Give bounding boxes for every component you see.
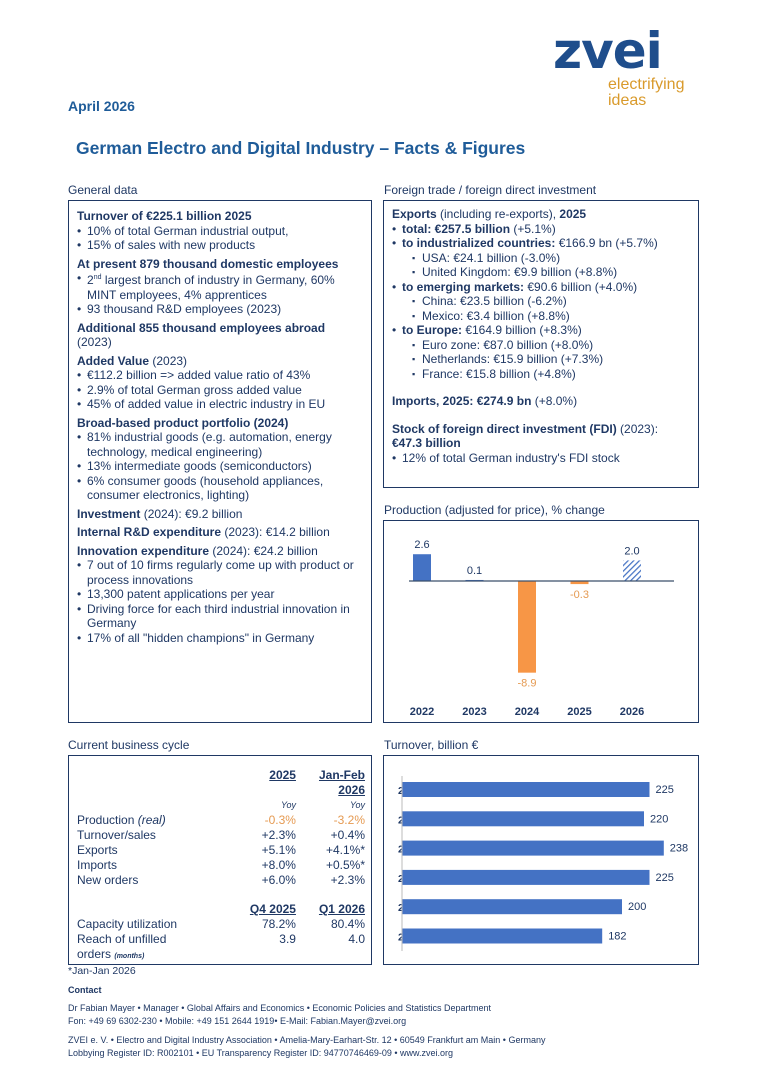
contact-heading: Contact — [68, 985, 102, 995]
turnover-value-label: 200 — [628, 901, 646, 913]
fact-item: 6% consumer goods (household appliances,… — [77, 474, 363, 503]
fact-item: 17% of all "hidden champions" in Germany — [77, 631, 363, 646]
production-bar — [413, 554, 431, 581]
production-value-label: -0.3 — [570, 589, 589, 601]
turnover-bar — [402, 928, 603, 944]
fact-item: 10% of total German industrial output, — [77, 224, 363, 239]
production-year-label: 2022 — [410, 706, 434, 718]
turnover-bar — [402, 869, 650, 885]
turnover-chart: 2025225202422020232382022225202120020201… — [398, 776, 688, 951]
fact-item: 81% industrial goods (e.g. automation, e… — [77, 430, 363, 459]
fact-heading: Additional 855 thousand employees abroad… — [77, 320, 326, 350]
turnover-value-label: 225 — [656, 872, 674, 884]
production-value-label: 2.0 — [624, 545, 639, 557]
fact-item: Driving force for each third industrial … — [77, 602, 363, 631]
publication-date: April 2026 — [68, 98, 135, 114]
fact-heading: Internal R&D expenditure (2023): €14.2 b… — [77, 525, 330, 539]
production-value-label: 2.6 — [414, 539, 429, 551]
production-chart-box: 2.6 2022 0.1 2023 -8.9 2024 -0.3 2025 2.0 2026 — [383, 520, 699, 723]
fact-item: 15% of sales with new products — [77, 238, 363, 253]
foreign-trade-label: Foreign trade / foreign direct investmen… — [384, 183, 597, 197]
production-year-label: 2025 — [567, 706, 591, 718]
fact-heading: At present 879 thousand domestic employe… — [77, 256, 339, 271]
turnover-chart-box: 2025225202422020232382022225202120020201… — [383, 755, 699, 965]
production-chart-title: Production (adjusted for price), % chang… — [384, 503, 605, 517]
production-year-label: 2023 — [462, 706, 486, 718]
production-bar — [518, 581, 536, 673]
production-year-label: 2024 — [515, 706, 540, 718]
table-row: Turnover/sales +2.3% +0.4% — [77, 828, 365, 842]
footnote: *Jan-Jan 2026 — [68, 965, 136, 977]
business-cycle-box: 2025 Jan-Feb 2026 Yoy Yoy Production (real… — [68, 755, 372, 965]
fact-item: 2.9% of total German gross added value — [77, 383, 363, 398]
turnover-value-label: 225 — [656, 784, 674, 796]
table-row: Imports +8.0% +0.5%* — [77, 858, 365, 872]
general-data-box: Turnover of €225.1 billion 202510% of to… — [68, 200, 372, 723]
table-row: Reach of unfilled 3.9 4.0 — [77, 932, 365, 946]
fact-item: 7 out of 10 firms regularly come up with… — [77, 558, 363, 587]
production-bar — [623, 560, 641, 581]
fact-item: 13,300 patent applications per year — [77, 587, 363, 602]
foreign-trade-box: Exports (including re-exports), 2025 tot… — [383, 200, 699, 488]
general-data-label: General data — [68, 183, 138, 197]
organization-info: ZVEI e. V. • Electro and Digital Industr… — [68, 1035, 546, 1058]
fact-item: €112.2 billion => added value ratio of 4… — [77, 368, 363, 383]
production-value-label: 0.1 — [467, 565, 482, 577]
production-value-label: -8.9 — [518, 678, 537, 690]
production-chart: 2.6 2022 0.1 2023 -8.9 2024 -0.3 2025 2.0 2026 — [409, 539, 674, 718]
business-cycle-table: 2025 Jan-Feb 2026 Yoy Yoy Production (real… — [77, 768, 365, 961]
production-year-label: 2026 — [620, 706, 644, 718]
page-title: German Electro and Digital Industry – Fa… — [76, 138, 526, 158]
turnover-bar — [402, 899, 622, 915]
turnover-value-label: 182 — [608, 931, 626, 943]
turnover-chart-title: Turnover, billion € — [384, 738, 479, 752]
turnover-value-label: 238 — [670, 843, 688, 855]
turnover-value-label: 220 — [650, 813, 668, 825]
fact-item: 45% of added value in electric industry … — [77, 397, 363, 412]
logo-tagline: electrifying ideas — [608, 76, 685, 109]
business-cycle-label: Current business cycle — [68, 738, 190, 752]
turnover-bar — [402, 811, 644, 827]
table-row: Production (real) -0.3% -3.2% — [77, 813, 365, 827]
fact-item: 93 thousand R&D employees (2023) — [77, 302, 363, 317]
fact-heading: Turnover of €225.1 billion 2025 — [77, 209, 252, 223]
fact-heading: Broad-based product portfolio (2024) — [77, 415, 289, 430]
table-row: New orders +6.0% +2.3% — [77, 873, 365, 887]
table-row: Capacity utilization 78.2% 80.4% — [77, 917, 365, 931]
fact-heading: Innovation expenditure (2024): €24.2 bil… — [77, 543, 318, 558]
turnover-bar — [402, 782, 650, 797]
turnover-bar — [402, 840, 664, 856]
fact-item: 2nd largest branch of industry in German… — [77, 271, 363, 302]
zvei-logo: zvei — [553, 22, 663, 80]
fact-item: 13% intermediate goods (semiconductors) — [77, 459, 363, 474]
table-row: Exports +5.1% +4.1%* — [77, 843, 365, 857]
contact-person: Dr Fabian Mayer • Manager • Global Affai… — [68, 1003, 491, 1026]
production-bar — [570, 581, 589, 585]
fact-heading: Investment (2024): €9.2 billion — [77, 506, 243, 521]
fact-heading: Added Value (2023) — [77, 353, 188, 368]
